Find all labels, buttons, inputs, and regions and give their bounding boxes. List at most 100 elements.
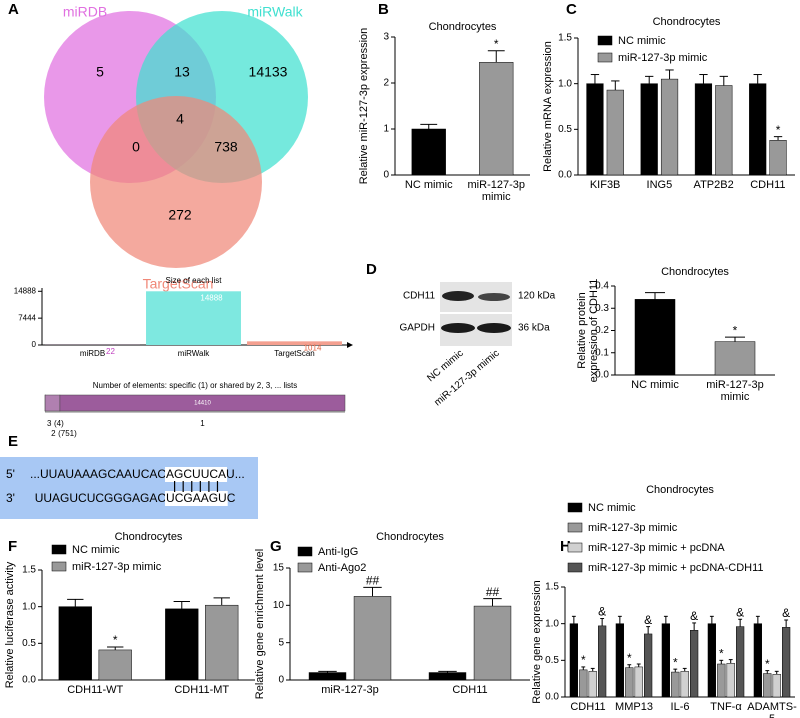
blot-band [477, 323, 511, 333]
significance: ## [366, 574, 380, 588]
error-bar [487, 50, 505, 63]
bar [247, 341, 342, 345]
error-bar [483, 598, 502, 607]
value-label: 22 [106, 347, 115, 356]
error-bar [617, 615, 622, 624]
bar [661, 623, 670, 698]
error-bar [646, 626, 651, 634]
legend-swatch [297, 546, 313, 557]
bar [660, 78, 679, 176]
legend-swatch [297, 562, 313, 573]
y-tick-label: 0 [383, 170, 389, 181]
venn-set-label: miRDB [63, 4, 107, 20]
error-bar [719, 75, 728, 86]
x-tick-label: ADAMTS-5 [747, 701, 797, 718]
x-tick-label: TNF-α [710, 701, 742, 713]
x-tick-label-box: miR-127-3p mimic [468, 179, 525, 203]
significance: * [581, 653, 586, 667]
y-tick-label: 5 [278, 637, 284, 648]
y-axis-label: Relative gene expression [531, 580, 543, 704]
x-tick-label: miRDB [79, 349, 106, 358]
x-tick-label: ATP2B2 [693, 179, 734, 191]
chart-title: Size of each list [165, 276, 222, 285]
x-tick-label-box: miRDB [79, 349, 106, 358]
y-tick-label: 0.4 [595, 281, 609, 292]
bar [671, 671, 680, 698]
error-bar [719, 659, 724, 664]
significance: * [673, 655, 678, 669]
y-axis-label-box: Relative miR-127-3p expression [358, 28, 370, 185]
y-axis-label-box: Relative gene expression [531, 580, 543, 704]
y-tick-label: 0.5 [545, 655, 559, 666]
significance: & [690, 609, 698, 623]
bar [586, 83, 604, 176]
x-tick-label-box: NC mimic [631, 379, 679, 391]
significance: & [598, 605, 606, 619]
error-bar [673, 668, 678, 673]
error-bar [571, 615, 576, 624]
sequence-end: 5' [6, 467, 15, 481]
error-bar [67, 598, 84, 607]
significance: & [736, 605, 744, 619]
legend-label: miR-127-3p mimic [618, 52, 708, 64]
significance: * [627, 651, 632, 665]
bar [763, 673, 772, 698]
bar [717, 663, 726, 698]
significance: * [113, 633, 118, 647]
error-bar [363, 586, 382, 597]
error-bar [600, 618, 605, 626]
x-tick-label-box: CDH11 [452, 684, 487, 696]
bar [411, 128, 446, 176]
x-tick-label-box: miR-127-3p [321, 684, 378, 696]
bar [634, 666, 643, 698]
bar [715, 85, 733, 176]
bar [680, 671, 689, 698]
error-bar [755, 615, 760, 624]
x-tick-label-box: KIF3B [589, 179, 621, 191]
significance: * [494, 37, 499, 51]
sequence-part: UUAGUCUCGGGAGAC [35, 491, 167, 505]
panel-label: G [270, 538, 282, 555]
value-label: 14888 [200, 293, 223, 302]
panel-label: C [566, 1, 577, 18]
x-tick-label: MMP13 [615, 701, 653, 713]
segment-value: (4) [54, 419, 64, 428]
bar [428, 672, 467, 681]
x-tick-label-box: CDH11 [750, 179, 785, 191]
bar [753, 623, 762, 698]
y-tick-label: 0.5 [22, 638, 36, 649]
bar [205, 604, 239, 681]
x-tick-label: ING5 [646, 179, 673, 191]
bar [707, 623, 716, 698]
sequence-part: UCGAAGU [166, 491, 227, 505]
error-bar [438, 670, 457, 673]
venn-set [90, 96, 262, 268]
x-tick-label-box: ING5 [646, 179, 673, 191]
legend-swatch [567, 542, 583, 553]
legend-swatch [567, 522, 583, 533]
chart-title: Chondrocytes [646, 484, 714, 496]
y-axis-label: Relative luciferase activity [4, 561, 16, 689]
bar [634, 299, 676, 376]
x-tick-label: KIF3B [589, 179, 621, 191]
significance: & [644, 613, 652, 627]
segment-value: (751) [58, 429, 77, 438]
error-bar [645, 292, 665, 300]
y-axis-label: Relative mRNA expression [542, 41, 554, 172]
bar [588, 671, 597, 698]
significance: * [765, 657, 770, 671]
axis-arrow [347, 342, 353, 348]
panel-label: F [8, 538, 17, 555]
bar [736, 626, 745, 698]
x-tick-label: IL-6 [670, 701, 690, 713]
significance: * [719, 647, 724, 661]
error-bar [420, 123, 438, 129]
panel-label: A [8, 1, 19, 18]
y-axis-label-box: Relative mRNA expression [542, 41, 554, 172]
error-bar [663, 615, 668, 624]
y-tick-label: 0.0 [545, 692, 559, 703]
y-axis-label: Relative protein expression of CDH11 [576, 278, 600, 383]
error-bar [682, 667, 687, 672]
y-tick-label: 14888 [14, 286, 37, 295]
